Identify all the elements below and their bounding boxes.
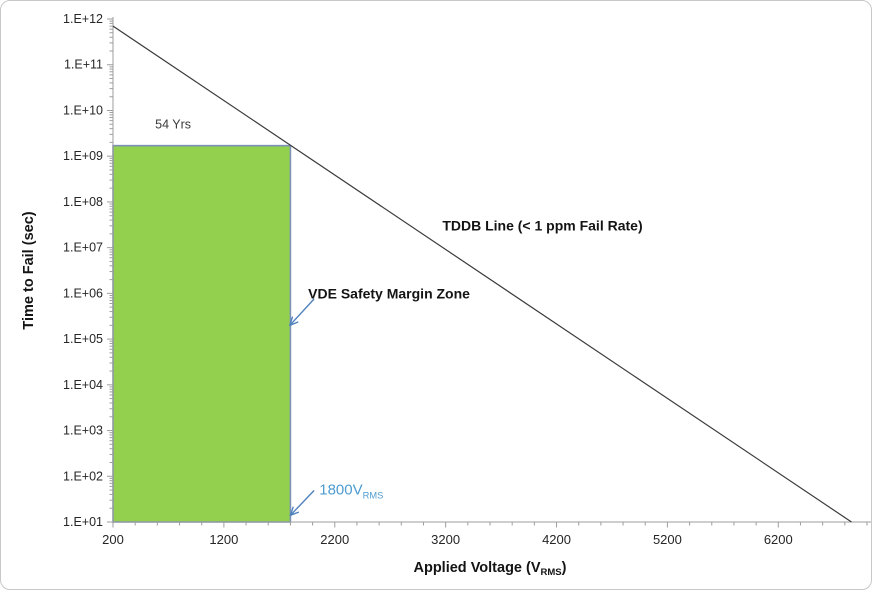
- annotation-vde-label: VDE Safety Margin Zone: [308, 285, 470, 301]
- x-tick-label: 5200: [653, 532, 682, 547]
- y-tick-label: 1.E+04: [63, 378, 103, 392]
- annotation-vrms-label: 1800VRMS: [319, 482, 383, 501]
- y-tick-label: 1.E+03: [63, 424, 103, 438]
- x-tick-label: 3200: [431, 532, 460, 547]
- x-tick-label: 2200: [320, 532, 349, 547]
- y-tick-label: 1.E+06: [63, 286, 103, 300]
- vrms-arrow-head-1: [289, 511, 300, 517]
- x-tick-label: 4200: [542, 532, 571, 547]
- vde-arrow-shaft: [289, 298, 315, 327]
- vde-arrow: [289, 298, 315, 327]
- annotation-years-label: 54 Yrs: [155, 118, 191, 132]
- y-axis-title: Time to Fail (sec): [21, 211, 37, 329]
- vde-arrow-head-0: [289, 316, 294, 327]
- y-tick-label: 1.E+01: [63, 515, 103, 529]
- vde-arrow-head-1: [289, 321, 299, 327]
- x-tick-label: 6200: [764, 532, 793, 547]
- x-tick-label: 200: [102, 532, 124, 547]
- y-tick-label: 1.E+11: [64, 58, 103, 72]
- vrms-arrow-head-0: [289, 506, 294, 517]
- y-tick-label: 1.E+12: [63, 12, 103, 26]
- x-axis-title: Applied Voltage (VRMS): [414, 560, 567, 578]
- x-tick-label: 1200: [209, 532, 238, 547]
- y-tick-label: 1.E+08: [63, 195, 103, 209]
- vrms-arrow: [289, 490, 315, 517]
- y-tick-label: 1.E+10: [63, 103, 103, 117]
- safe-zone-rect: [112, 144, 292, 523]
- y-tick-label: 1.E+07: [63, 241, 103, 255]
- vrms-arrow-shaft: [289, 490, 315, 517]
- annotation-tddb-label: TDDB Line (< 1 ppm Fail Rate): [442, 218, 642, 234]
- y-tick-label: 1.E+05: [63, 332, 103, 346]
- tddb-line: [112, 25, 852, 523]
- y-tick-label: 1.E+02: [63, 469, 103, 483]
- y-tick-label: 1.E+09: [63, 149, 103, 163]
